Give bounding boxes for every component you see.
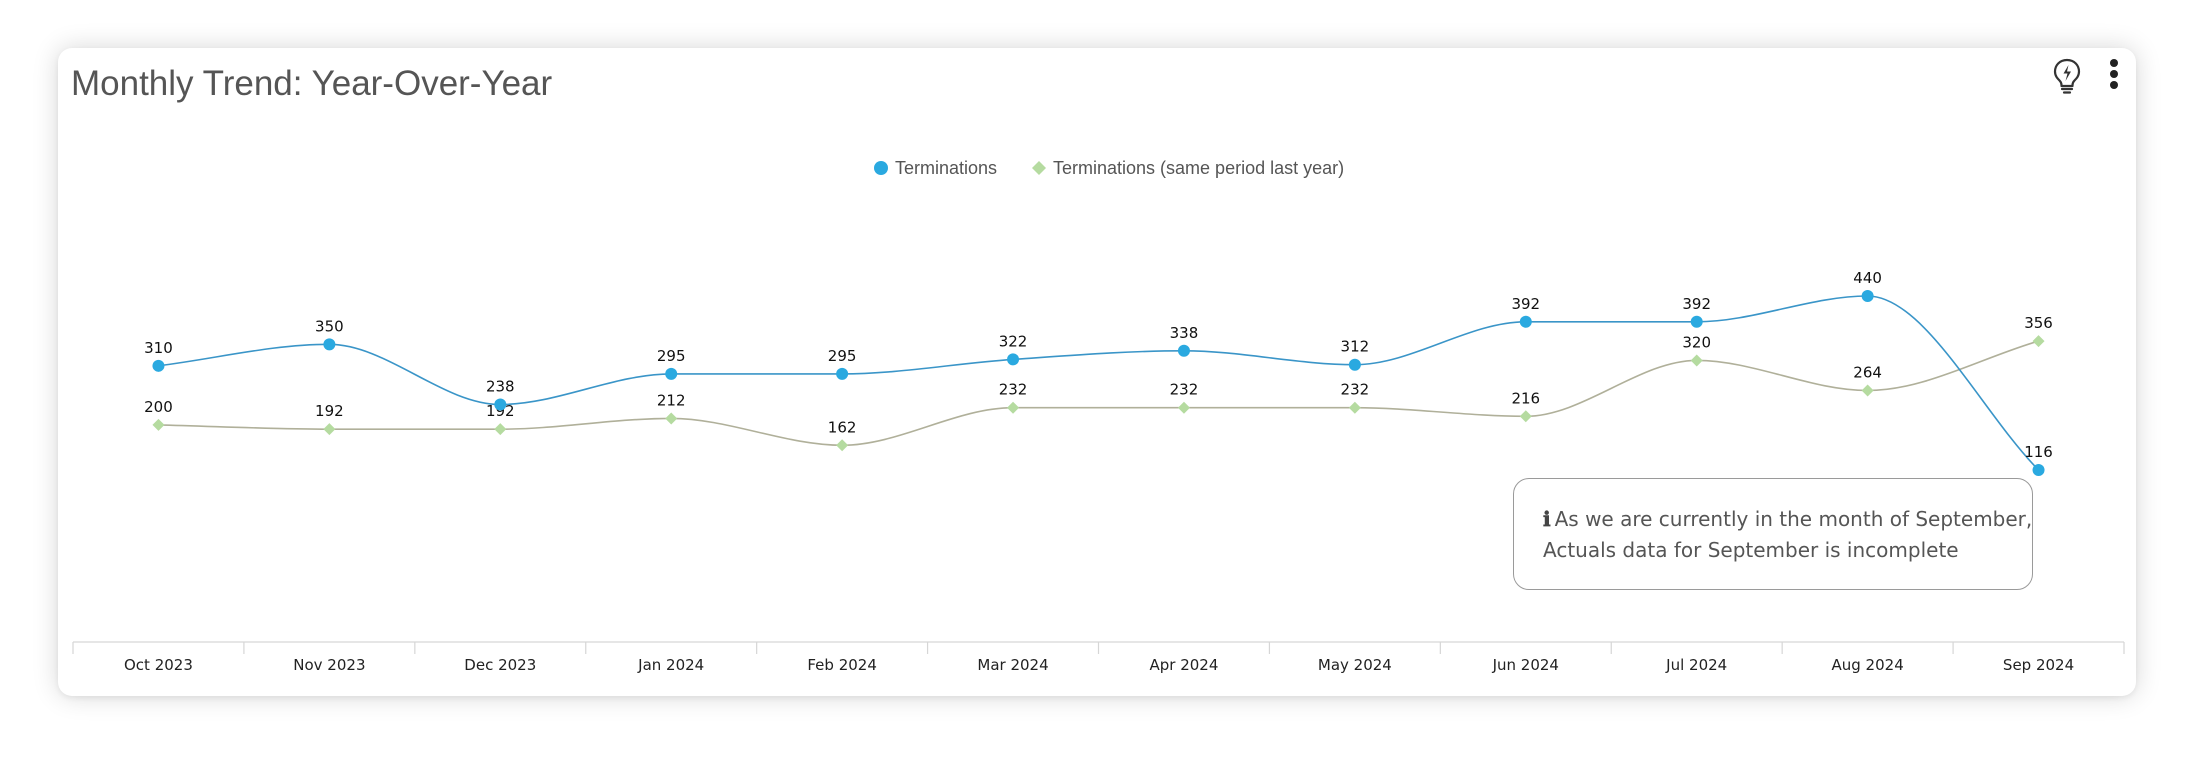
point-terminations-oct-2023 <box>152 359 165 372</box>
data-label-terminations-last-year-jan-2024: 212 <box>657 391 686 409</box>
data-label-terminations-may-2024: 312 <box>1341 338 1370 356</box>
legend-label-terminations: Terminations <box>895 158 997 178</box>
data-label-terminations-jan-2024: 295 <box>657 347 686 365</box>
data-label-terminations-last-year-nov-2023: 192 <box>315 402 344 420</box>
x-tick-label-dec-2023: Dec 2023 <box>464 656 536 674</box>
point-terminations-last-year-mar-2024 <box>1007 401 1020 414</box>
point-terminations-last-year-sep-2024 <box>2032 335 2045 348</box>
point-terminations-last-year-aug-2024 <box>1861 384 1874 397</box>
chart-title: Monthly Trend: Year-Over-Year <box>71 64 553 103</box>
data-label-terminations-oct-2023: 310 <box>144 339 173 357</box>
lightbulb-icon[interactable] <box>2045 54 2089 98</box>
info-note-box <box>1513 478 2033 590</box>
data-label-terminations-last-year-oct-2023: 200 <box>144 398 173 416</box>
data-label-terminations-last-year-jul-2024: 320 <box>1682 333 1711 351</box>
chart-card: Monthly Trend: Year-Over-Year Oct 2023 No… <box>58 48 2136 696</box>
data-label-terminations-nov-2023: 350 <box>315 317 344 335</box>
point-terminations-dec-2023 <box>494 398 507 411</box>
point-terminations-last-year-jul-2024 <box>1690 354 1703 367</box>
point-terminations-may-2024 <box>1348 358 1361 371</box>
data-label-terminations-mar-2024: 322 <box>999 332 1028 350</box>
data-label-terminations-aug-2024: 440 <box>1853 269 1882 287</box>
point-terminations-mar-2024 <box>1007 353 1020 366</box>
point-terminations-last-year-apr-2024 <box>1177 401 1190 414</box>
point-terminations-last-year-nov-2023 <box>323 423 336 436</box>
point-terminations-jan-2024 <box>665 367 678 380</box>
x-tick-label-sep-2024: Sep 2024 <box>2003 656 2074 674</box>
point-terminations-jul-2024 <box>1690 315 1703 328</box>
x-tick-label-nov-2023: Nov 2023 <box>293 656 365 674</box>
line-chart: Oct 2023 Nov 2023 Dec 2023 Jan 2024 Feb 2024… <box>72 158 2125 674</box>
data-label-terminations-last-year-feb-2024: 162 <box>828 418 857 436</box>
point-terminations-last-year-may-2024 <box>1348 401 1361 414</box>
data-label-terminations-feb-2024: 295 <box>828 347 857 365</box>
legend-marker-terminations-last-year <box>1032 161 1046 175</box>
x-tick-label-may-2024: May 2024 <box>1318 656 1392 674</box>
point-terminations-last-year-oct-2023 <box>152 418 165 431</box>
point-terminations-last-year-dec-2023 <box>494 423 507 436</box>
data-label-terminations-jun-2024: 392 <box>1511 295 1540 313</box>
data-label-terminations-last-year-dec-2023: 192 <box>486 402 515 420</box>
point-terminations-apr-2024 <box>1177 344 1190 357</box>
series-line-terminations <box>158 295 2040 471</box>
series-line-terminations-last-year <box>158 340 2039 447</box>
more-vertical-icon[interactable] <box>2092 54 2136 98</box>
data-label-terminations-last-year-mar-2024: 232 <box>999 381 1028 399</box>
x-tick-label-oct-2023: Oct 2023 <box>124 656 193 674</box>
data-label-terminations-last-year-may-2024: 232 <box>1341 381 1370 399</box>
data-label-terminations-sep-2024: 116 <box>2024 443 2053 461</box>
info-icon: ℹ <box>1543 507 1551 531</box>
data-label-terminations-last-year-apr-2024: 232 <box>1170 381 1199 399</box>
x-tick-label-jan-2024: Jan 2024 <box>637 656 704 674</box>
point-terminations-jun-2024 <box>1519 315 1532 328</box>
data-label-terminations-last-year-aug-2024: 264 <box>1853 364 1882 382</box>
x-tick-label-aug-2024: Aug 2024 <box>1832 656 1904 674</box>
data-label-terminations-last-year-jun-2024: 216 <box>1511 389 1540 407</box>
info-note-line-2: Actuals data for September is incomplete <box>1543 538 1959 562</box>
point-terminations-last-year-feb-2024 <box>836 439 849 452</box>
point-terminations-last-year-jun-2024 <box>1519 410 1532 423</box>
data-label-terminations-jul-2024: 392 <box>1682 295 1711 313</box>
x-tick-label-apr-2024: Apr 2024 <box>1150 656 1219 674</box>
point-terminations-aug-2024 <box>1861 290 1874 302</box>
data-label-terminations-apr-2024: 338 <box>1170 324 1199 342</box>
point-terminations-feb-2024 <box>836 367 849 380</box>
x-tick-label-jul-2024: Jul 2024 <box>1665 656 1727 674</box>
info-note-text: ℹ As we are currently in the month of Sep… <box>1543 504 2032 566</box>
x-tick-label-feb-2024: Feb 2024 <box>807 656 877 674</box>
info-note-line-1: ℹ As we are currently in the month of Sep… <box>1543 504 2032 535</box>
x-tick-label-mar-2024: Mar 2024 <box>977 656 1048 674</box>
data-label-terminations-last-year-sep-2024: 356 <box>2024 314 2053 332</box>
legend-marker-terminations <box>874 161 888 175</box>
x-tick-label-jun-2024: Jun 2024 <box>1492 656 1559 674</box>
info-note-line-1-text: As we are currently in the month of Sept… <box>1554 507 2033 531</box>
legend-label-terminations-last-year: Terminations (same period last year) <box>1053 158 1344 178</box>
point-terminations-sep-2024 <box>2032 464 2045 476</box>
data-label-terminations-dec-2023: 238 <box>486 377 515 395</box>
point-terminations-nov-2023 <box>323 338 336 351</box>
point-terminations-last-year-jan-2024 <box>665 412 678 425</box>
